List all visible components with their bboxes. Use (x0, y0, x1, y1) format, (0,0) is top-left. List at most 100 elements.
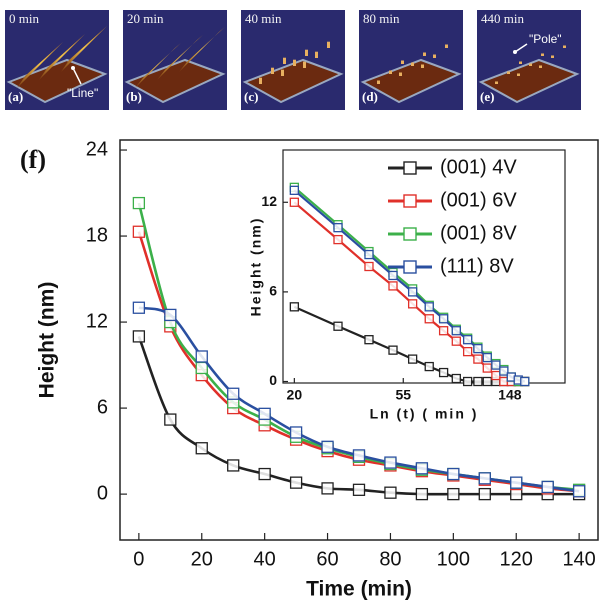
pole (519, 61, 522, 64)
pole (563, 45, 566, 48)
data-marker (352, 483, 366, 496)
data-marker (364, 249, 374, 260)
pole (423, 52, 426, 56)
data-marker (438, 326, 449, 336)
data-marker (388, 345, 398, 355)
pole (303, 61, 306, 68)
panel-annotation: "Pole" (529, 32, 562, 46)
data-marker (407, 287, 418, 297)
x-tick-label: 148 (498, 387, 522, 403)
data-marker (289, 302, 299, 312)
ridge (39, 34, 85, 80)
data-marker (473, 354, 483, 364)
data-marker (491, 370, 501, 381)
surface (6, 58, 108, 104)
ridge (61, 26, 107, 72)
pole (401, 60, 404, 64)
y-tick-label: 12 (86, 310, 108, 332)
legend-label: (001) 4V (440, 156, 517, 178)
data-marker (462, 346, 473, 357)
data-marker (499, 366, 509, 376)
data-marker (289, 185, 299, 195)
y-axis-label: Height (nm) (36, 282, 59, 399)
data-marker (289, 426, 303, 439)
data-marker (541, 480, 554, 494)
panel-time: 20 min (127, 11, 164, 26)
data-marker (132, 225, 146, 238)
pole (411, 62, 414, 66)
surface (360, 58, 462, 104)
x-tick-label: 0 (133, 548, 144, 570)
data-marker (462, 376, 473, 387)
data-marker (438, 367, 449, 378)
data-marker (195, 350, 208, 363)
data-marker (352, 449, 366, 462)
image-panels: 0 min (a) "Line" 20 min (b) 40 min (c) 80 min (d… (5, 10, 581, 110)
panel-label: (f) (20, 145, 46, 174)
data-marker (258, 407, 271, 420)
x-axis-label: Ln (t) ( min ) (370, 406, 479, 422)
data-marker (384, 486, 397, 499)
legend-label: (001) 6V (440, 189, 517, 211)
data-marker (520, 376, 530, 387)
pole (399, 72, 402, 76)
pole (529, 63, 532, 66)
panel-letter: (e) (480, 89, 494, 104)
surface (478, 58, 580, 104)
data-marker (451, 336, 461, 346)
y-tick-label: 0 (97, 482, 108, 504)
data-marker (321, 482, 334, 495)
pole (445, 44, 448, 48)
image-panel: 440 min (e) "Pole" (477, 10, 581, 110)
inset-chart: 20 55 148 0 6 12 Ln (t) ( min ) Height (nm) (248, 182, 530, 422)
legend-marker (403, 194, 417, 208)
data-marker (482, 352, 492, 363)
panel-time: 0 min (9, 11, 39, 26)
annotation-arrow (72, 67, 82, 85)
data-marker (132, 196, 146, 210)
data-marker (333, 321, 343, 331)
annotation-arrow (514, 43, 528, 53)
pole (271, 67, 274, 74)
data-marker (510, 487, 523, 501)
data-marker (447, 467, 460, 481)
pole (541, 53, 544, 56)
data-marker (321, 440, 334, 453)
data-marker (478, 487, 491, 501)
panel-letter: (c) (244, 89, 258, 104)
image-panel: 20 min (b) (123, 10, 227, 110)
pole (377, 80, 380, 84)
data-marker (424, 314, 434, 324)
x-tick-label: 80 (379, 548, 401, 570)
data-marker (451, 326, 461, 336)
pole (259, 77, 262, 84)
data-marker (132, 330, 146, 343)
data-marker (227, 387, 240, 400)
y-tick-label: 12 (261, 193, 277, 209)
x-tick-label: 40 (254, 548, 276, 570)
data-marker (482, 376, 492, 387)
legend-label: (111) 8V (440, 255, 514, 277)
panel-time: 40 min (245, 11, 282, 26)
data-marker (164, 308, 177, 322)
data-marker (478, 472, 491, 485)
pole (315, 51, 318, 58)
data-marker (164, 413, 177, 426)
data-marker (462, 335, 473, 345)
data-marker (289, 476, 303, 489)
data-marker (364, 261, 374, 272)
data-marker (415, 487, 429, 501)
data-marker (473, 376, 483, 387)
x-axis-label: Time (min) (306, 578, 412, 601)
data-marker (572, 485, 586, 498)
data-marker (333, 223, 343, 233)
image-panel: 0 min (a) "Line" (5, 10, 109, 110)
data-marker (195, 442, 208, 455)
annotation-arrowhead (71, 66, 75, 70)
x-tick-label: 55 (395, 387, 411, 403)
data-marker (388, 281, 398, 291)
pole (551, 55, 554, 58)
x-tick-label: 20 (287, 387, 303, 403)
pole (305, 49, 308, 56)
